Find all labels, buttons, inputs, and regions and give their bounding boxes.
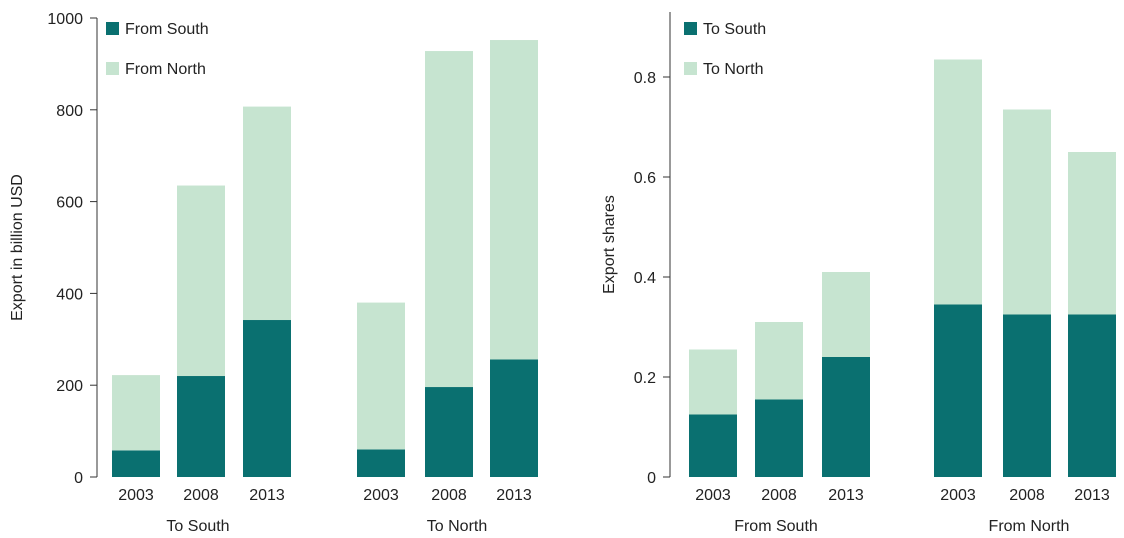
group-label: From South [734,518,818,535]
group-label: From North [989,518,1070,535]
x-tick-label: 2013 [1074,487,1110,504]
y-axis-label: Export shares [601,195,618,294]
bar-to-south-3 [822,357,870,477]
legend-swatch [684,22,697,35]
legend: From South From North [106,21,209,78]
y-tick-label: 0.8 [634,70,656,87]
bar-from-north-6 [490,40,538,360]
x-tick-label: 2003 [940,487,976,504]
bar-to-south-6 [1068,314,1116,477]
bar-from-south-1 [112,450,160,477]
bar-from-south-2 [177,376,225,477]
bar-from-north-5 [425,51,473,388]
bar-to-north-2 [755,322,803,400]
bar-to-north-6 [1068,152,1116,315]
x-tick-label: 2003 [695,487,731,504]
bar-to-north-5 [1003,109,1051,315]
y-tick-label: 0.4 [634,270,656,287]
x-tick-label: 2013 [828,487,864,504]
y-tick-label: 0.6 [634,170,656,187]
y-tick-label: 1000 [47,11,83,28]
legend-label: To South [703,21,766,38]
group-label: To North [427,518,487,535]
x-tick-label: 2003 [118,487,154,504]
legend-swatch [106,22,119,35]
bar-from-north-3 [243,106,291,321]
y-tick-label: 800 [56,103,83,120]
x-tick-label: 2013 [249,487,285,504]
x-tick-label: 2008 [183,487,219,504]
x-tick-label: 2008 [1009,487,1045,504]
chart-1: 0 200 400 600 800 1000 Export in billion USD 20… [9,11,538,535]
group-label: To South [166,518,229,535]
legend-label: To North [703,61,763,78]
x-tick-label: 2003 [363,487,399,504]
y-axis-label: Export in billion USD [9,174,26,321]
y-tick-label: 0.2 [634,370,656,387]
y-tick-label: 400 [56,286,83,303]
y-tick-label: 0 [74,470,83,487]
x-tick-label: 2013 [496,487,532,504]
bar-to-south-2 [755,399,803,477]
bar-to-south-4 [934,304,982,477]
bar-to-south-5 [1003,314,1051,477]
y-tick-label: 200 [56,378,83,395]
x-labels: 2003 2008 2013 To South 2003 2008 2013 To North [118,487,532,535]
bar-from-south-4 [357,449,405,477]
legend-swatch [106,62,119,75]
legend: To South To North [684,21,766,78]
bar-to-north-4 [934,59,982,305]
x-tick-label: 2008 [431,487,467,504]
bar-from-south-3 [243,320,291,477]
bar-to-north-3 [822,272,870,357]
legend-label: From North [125,61,206,78]
y-tick-label: 600 [56,195,83,212]
bar-to-north-1 [689,349,737,415]
bar-from-north-2 [177,185,225,377]
bar-to-south-1 [689,414,737,477]
bar-from-north-4 [357,302,405,450]
bar-from-south-5 [425,387,473,477]
y-ticks: 0 200 400 600 800 1000 [47,11,97,487]
legend-label: From South [125,21,209,38]
legend-swatch [684,62,697,75]
y-tick-label: 0 [647,470,656,487]
y-ticks: 0 0.2 0.4 0.6 0.8 [634,70,670,487]
bar-from-south-6 [490,359,538,477]
x-tick-label: 2008 [761,487,797,504]
bar-from-north-1 [112,375,160,451]
